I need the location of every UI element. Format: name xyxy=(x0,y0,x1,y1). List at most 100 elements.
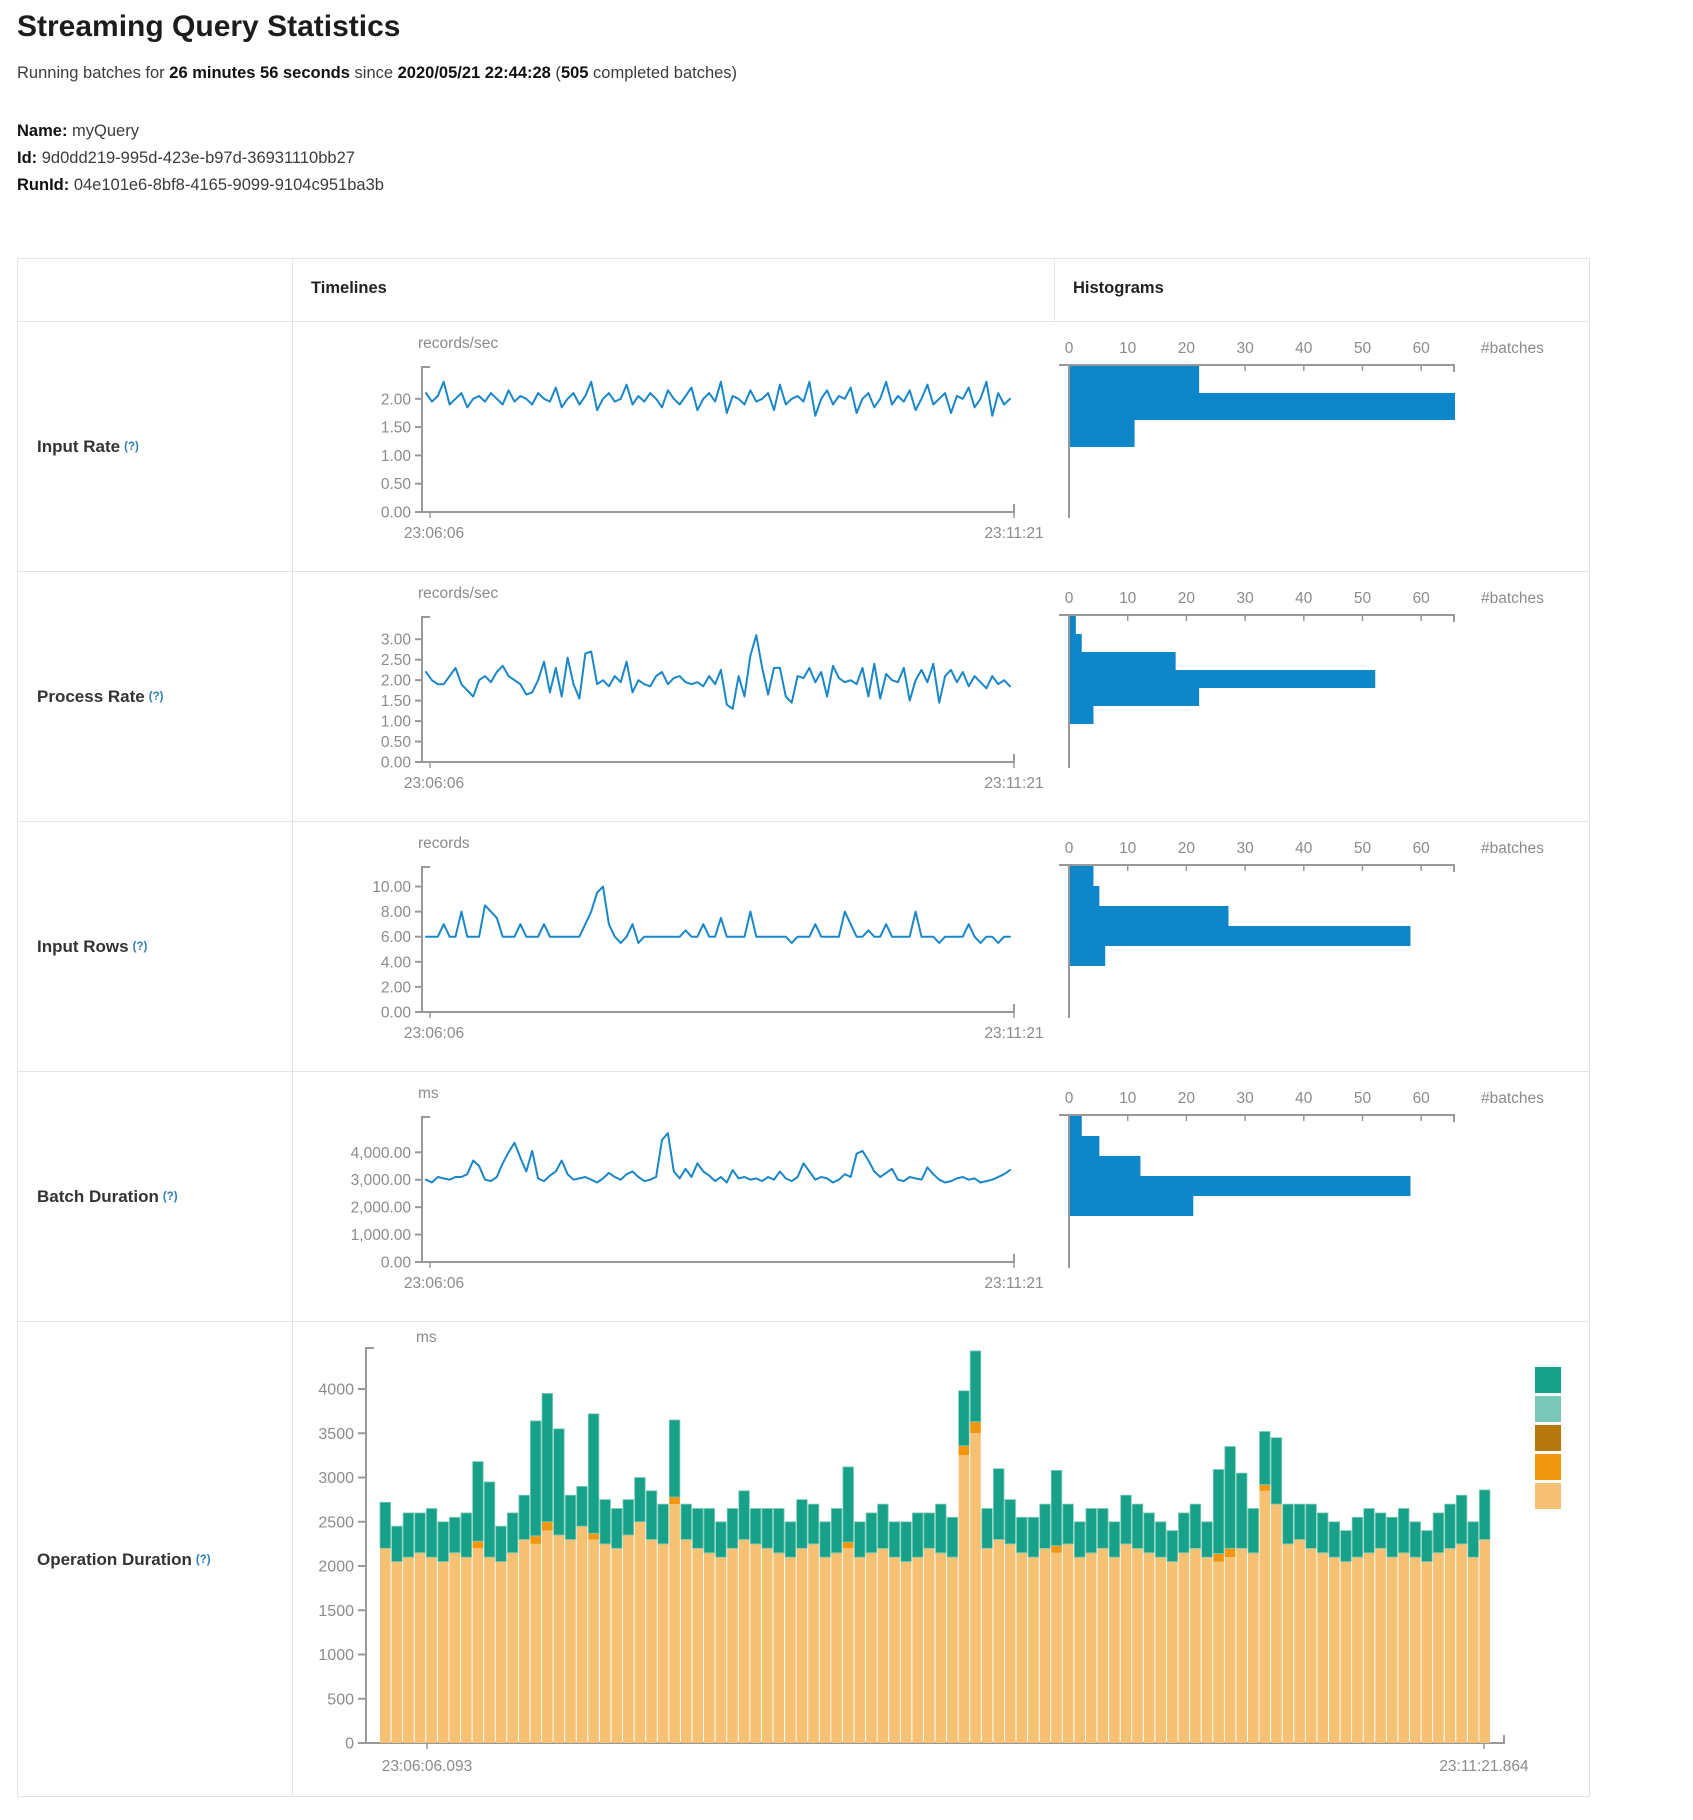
svg-text:20: 20 xyxy=(1178,340,1196,357)
process-rate-histogram-chart[interactable]: 0 10 20 30 40 50 60 #batches xyxy=(1054,572,1591,822)
process-rate-row: Process Rate (?) records/sec 3.00 2.50 2.00 1.… xyxy=(18,572,1589,822)
process-rate-timeline-chart[interactable]: records/sec 3.00 2.50 2.00 1.50 1.00 0.50 0.00 2… xyxy=(292,572,1054,822)
histograms-column-header: Histograms xyxy=(1073,279,1164,297)
svg-text:4.00: 4.00 xyxy=(381,954,412,971)
svg-text:0: 0 xyxy=(1065,840,1074,857)
svg-text:23:11:21: 23:11:21 xyxy=(984,1275,1043,1292)
running-batches-summary: Running batches for 26 minutes 56 second… xyxy=(17,64,737,83)
svg-text:0.00: 0.00 xyxy=(381,505,412,522)
svg-text:50: 50 xyxy=(1354,1090,1372,1107)
svg-text:10: 10 xyxy=(1119,590,1137,607)
svg-text:30: 30 xyxy=(1236,340,1254,357)
input-rate-row-label: Input Rate (?) xyxy=(18,322,292,571)
table-header-row: Timelines Histograms xyxy=(18,259,1589,322)
process-rate-label-text: Process Rate xyxy=(37,686,145,706)
legend-swatch-op_seafoam xyxy=(1535,1396,1561,1422)
svg-text:records/sec: records/sec xyxy=(418,585,498,602)
svg-text:23:11:21: 23:11:21 xyxy=(984,775,1043,792)
input-rows-timeline-chart[interactable]: records 10.00 8.00 6.00 4.00 2.00 0.00 23:06:06… xyxy=(292,822,1054,1072)
operation-duration-legend xyxy=(1535,1367,1561,1509)
svg-text:2.50: 2.50 xyxy=(381,652,412,669)
svg-text:0.50: 0.50 xyxy=(381,734,412,751)
svg-text:0.00: 0.00 xyxy=(381,1255,412,1272)
svg-text:1.50: 1.50 xyxy=(381,693,412,710)
batch-duration-label-text: Batch Duration xyxy=(37,1186,159,1206)
svg-text:2.00: 2.00 xyxy=(381,391,412,408)
svg-text:30: 30 xyxy=(1236,1090,1254,1107)
batch-duration-timeline-chart[interactable]: ms 4,000.00 3,000.00 2,000.00 1,000.00 0.00 23… xyxy=(292,1072,1054,1322)
svg-text:1000: 1000 xyxy=(318,1647,354,1664)
label-column-divider xyxy=(292,259,293,1796)
input-rate-histogram-chart[interactable]: 0 10 20 30 40 50 60 #batches xyxy=(1054,322,1591,572)
batch-duration-histogram-chart[interactable]: 0 10 20 30 40 50 60 #batches xyxy=(1054,1072,1591,1322)
svg-text:0.00: 0.00 xyxy=(381,755,412,772)
svg-text:30: 30 xyxy=(1236,590,1254,607)
svg-text:#batches: #batches xyxy=(1481,590,1544,607)
svg-text:23:06:06: 23:06:06 xyxy=(404,1025,464,1042)
svg-text:1500: 1500 xyxy=(318,1603,354,1620)
svg-text:ms: ms xyxy=(418,1085,439,1102)
id-value: 9d0dd219-995d-423e-b97d-36931110bb27 xyxy=(37,149,355,167)
svg-text:30: 30 xyxy=(1236,840,1254,857)
svg-text:23:11:21.864: 23:11:21.864 xyxy=(1439,1758,1529,1775)
svg-text:60: 60 xyxy=(1413,590,1431,607)
input-rate-help-icon[interactable]: (?) xyxy=(124,440,139,453)
query-id-line: Id: 9d0dd219-995d-423e-b97d-36931110bb27 xyxy=(17,145,384,172)
operation-duration-help-icon[interactable]: (?) xyxy=(195,1554,211,1566)
svg-text:1.50: 1.50 xyxy=(381,420,412,437)
input-rows-row-label: Input Rows (?) xyxy=(18,822,292,1071)
svg-text:records: records xyxy=(418,835,470,852)
page-title: Streaming Query Statistics xyxy=(17,10,401,43)
svg-text:#batches: #batches xyxy=(1481,1090,1544,1107)
svg-text:2500: 2500 xyxy=(318,1514,354,1531)
process-rate-help-icon[interactable]: (?) xyxy=(148,690,164,703)
query-metadata: Name: myQuery Id: 9d0dd219-995d-423e-b97… xyxy=(17,118,384,199)
svg-text:10.00: 10.00 xyxy=(372,879,411,896)
batch-duration-row: Batch Duration (?) ms 4,000.00 3,000.00 2,000… xyxy=(18,1072,1589,1322)
svg-text:10: 10 xyxy=(1119,1090,1137,1107)
svg-text:60: 60 xyxy=(1413,1090,1431,1107)
svg-text:23:06:06.093: 23:06:06.093 xyxy=(382,1758,473,1775)
svg-text:1.00: 1.00 xyxy=(381,714,412,731)
svg-text:records/sec: records/sec xyxy=(418,335,498,352)
svg-text:40: 40 xyxy=(1295,340,1313,357)
statistics-table: Timelines Histograms Input Rate (?) record… xyxy=(17,258,1590,1797)
runid-value: 04e101e6-8bf8-4165-9099-9104c951ba3b xyxy=(69,176,384,194)
input-rows-histogram-chart[interactable]: 0 10 20 30 40 50 60 #batches xyxy=(1054,822,1591,1072)
timelines-column-header: Timelines xyxy=(311,279,387,297)
input-rate-timeline-chart[interactable]: records/sec 2.00 1.50 1.00 0.50 0.00 23:06:06 2… xyxy=(292,322,1054,572)
svg-text:0: 0 xyxy=(1065,1090,1074,1107)
svg-text:#batches: #batches xyxy=(1481,340,1544,357)
operation-duration-bars xyxy=(379,1350,1491,1744)
batch-duration-help-icon[interactable]: (?) xyxy=(162,1190,178,1203)
legend-swatch-op_tan xyxy=(1535,1483,1561,1509)
svg-text:20: 20 xyxy=(1178,840,1196,857)
svg-text:4000: 4000 xyxy=(318,1382,354,1399)
svg-text:6.00: 6.00 xyxy=(381,929,412,946)
summary-fragment: completed batches) xyxy=(588,64,738,82)
summary-completed-count: 505 xyxy=(560,64,589,82)
svg-text:10: 10 xyxy=(1119,340,1137,357)
name-value: myQuery xyxy=(67,122,139,140)
svg-text:4,000.00: 4,000.00 xyxy=(351,1145,412,1162)
input-rows-label-text: Input Rows xyxy=(37,936,129,956)
svg-text:8.00: 8.00 xyxy=(381,904,412,921)
input-rows-row: Input Rows (?) records 10.00 8.00 6.00 4.00 2.0… xyxy=(18,822,1589,1072)
summary-fragment: ( xyxy=(550,64,561,82)
svg-text:40: 40 xyxy=(1295,1090,1313,1107)
svg-text:40: 40 xyxy=(1295,840,1313,857)
header-column-divider xyxy=(1054,259,1055,321)
legend-swatch-op_darkgold xyxy=(1535,1425,1561,1451)
svg-text:500: 500 xyxy=(327,1691,354,1708)
id-label: Id: xyxy=(17,149,38,167)
operation-duration-stacked-chart[interactable]: ms 4000 3500 3000 2500 2000 1500 1000 500 0 23:06:… xyxy=(292,1322,1591,1798)
svg-text:0: 0 xyxy=(1065,340,1074,357)
svg-text:60: 60 xyxy=(1413,840,1431,857)
svg-text:10: 10 xyxy=(1119,840,1137,857)
name-label: Name: xyxy=(17,122,68,140)
input-rows-help-icon[interactable]: (?) xyxy=(132,940,148,953)
svg-text:3,000.00: 3,000.00 xyxy=(351,1172,412,1189)
svg-text:3500: 3500 xyxy=(318,1426,354,1443)
svg-text:2000: 2000 xyxy=(318,1559,354,1576)
